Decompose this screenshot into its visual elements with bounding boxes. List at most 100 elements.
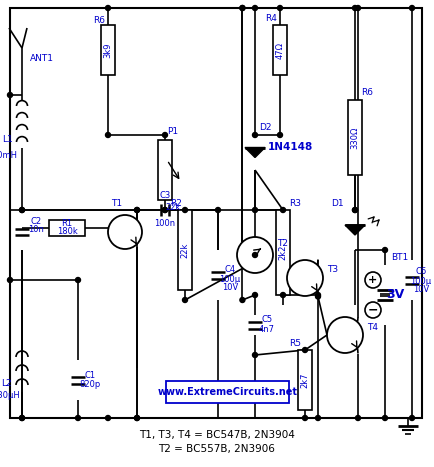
Text: L1: L1 <box>3 135 13 144</box>
Circle shape <box>20 416 24 420</box>
Text: 10n: 10n <box>28 225 44 234</box>
Text: D1: D1 <box>330 198 342 207</box>
Circle shape <box>252 133 257 137</box>
Circle shape <box>252 353 257 358</box>
Text: BT1: BT1 <box>391 253 408 262</box>
Circle shape <box>352 6 357 10</box>
Text: 330μH: 330μH <box>0 391 20 401</box>
Text: R3: R3 <box>288 198 300 207</box>
Bar <box>178 210 191 290</box>
Text: T4: T4 <box>367 323 378 332</box>
Text: C3: C3 <box>159 191 170 200</box>
Bar <box>158 140 171 200</box>
Bar <box>10 8 421 418</box>
Text: 100μ: 100μ <box>410 277 431 286</box>
Circle shape <box>381 248 387 253</box>
Circle shape <box>315 294 320 299</box>
Text: C1: C1 <box>84 370 95 380</box>
Text: 100n: 100n <box>154 219 175 228</box>
Circle shape <box>20 416 24 420</box>
Circle shape <box>134 207 139 212</box>
Circle shape <box>252 6 257 10</box>
Bar <box>347 100 361 175</box>
Circle shape <box>302 347 307 353</box>
Bar <box>275 210 289 295</box>
Circle shape <box>239 6 244 10</box>
Text: 22k: 22k <box>180 242 189 258</box>
Text: 22k: 22k <box>165 204 180 212</box>
Polygon shape <box>244 148 264 157</box>
Text: 100μ: 100μ <box>219 275 240 283</box>
Circle shape <box>134 416 139 420</box>
Circle shape <box>352 207 357 212</box>
Text: R1: R1 <box>61 219 72 228</box>
Text: R6: R6 <box>360 87 372 97</box>
Circle shape <box>286 260 322 296</box>
Circle shape <box>162 133 167 137</box>
Text: R4: R4 <box>264 14 276 22</box>
Circle shape <box>352 207 357 212</box>
Circle shape <box>315 416 320 420</box>
Circle shape <box>7 277 13 283</box>
Text: R2: R2 <box>170 198 181 207</box>
Text: T1: T1 <box>111 199 122 208</box>
Text: 10V: 10V <box>221 283 237 291</box>
Text: 820p: 820p <box>79 381 100 389</box>
Text: 2k7: 2k7 <box>300 372 309 388</box>
Circle shape <box>355 416 360 420</box>
Text: www.ExtremeCircuits.net: www.ExtremeCircuits.net <box>158 387 297 397</box>
Text: C4: C4 <box>224 266 235 275</box>
Bar <box>297 350 311 410</box>
Text: C6: C6 <box>414 268 426 276</box>
Circle shape <box>315 292 320 297</box>
Text: T1, T3, T4 = BC547B, 2N3904: T1, T3, T4 = BC547B, 2N3904 <box>139 430 294 440</box>
Bar <box>101 25 115 75</box>
Text: T2: T2 <box>277 239 288 248</box>
Circle shape <box>364 272 380 288</box>
Circle shape <box>408 6 414 10</box>
Circle shape <box>239 6 244 10</box>
Text: 180k: 180k <box>56 227 77 236</box>
Text: C5: C5 <box>261 316 272 325</box>
Circle shape <box>277 133 282 137</box>
Bar <box>273 25 286 75</box>
Text: D2: D2 <box>258 122 271 132</box>
Circle shape <box>182 207 187 212</box>
Circle shape <box>280 207 285 212</box>
Text: L2: L2 <box>1 380 11 389</box>
Circle shape <box>182 297 187 303</box>
Text: 47Ω: 47Ω <box>275 42 284 58</box>
FancyBboxPatch shape <box>166 381 289 403</box>
Text: ANT1: ANT1 <box>30 54 54 63</box>
Text: T3: T3 <box>327 266 338 275</box>
Circle shape <box>105 6 110 10</box>
Text: R6: R6 <box>93 15 105 24</box>
Circle shape <box>355 6 360 10</box>
Circle shape <box>326 317 362 353</box>
Circle shape <box>215 207 220 212</box>
Text: 3V: 3V <box>385 289 403 302</box>
Circle shape <box>364 302 380 318</box>
Circle shape <box>408 416 414 420</box>
Circle shape <box>7 92 13 98</box>
Circle shape <box>237 237 273 273</box>
Circle shape <box>239 297 244 303</box>
Polygon shape <box>344 225 364 235</box>
Text: 330Ω: 330Ω <box>350 126 358 149</box>
Circle shape <box>105 416 110 420</box>
Circle shape <box>134 416 139 420</box>
Circle shape <box>134 207 139 212</box>
Text: 2k2: 2k2 <box>278 245 287 260</box>
Text: −: − <box>367 304 378 317</box>
Text: C2: C2 <box>30 217 42 226</box>
Text: +: + <box>368 275 377 285</box>
Text: 1N4148: 1N4148 <box>267 142 312 153</box>
Bar <box>49 220 85 236</box>
Circle shape <box>252 207 257 212</box>
Text: 4n7: 4n7 <box>258 325 274 334</box>
Circle shape <box>76 277 80 283</box>
Circle shape <box>108 215 141 249</box>
Circle shape <box>252 292 257 297</box>
Text: R5: R5 <box>288 339 300 347</box>
Circle shape <box>280 292 285 297</box>
